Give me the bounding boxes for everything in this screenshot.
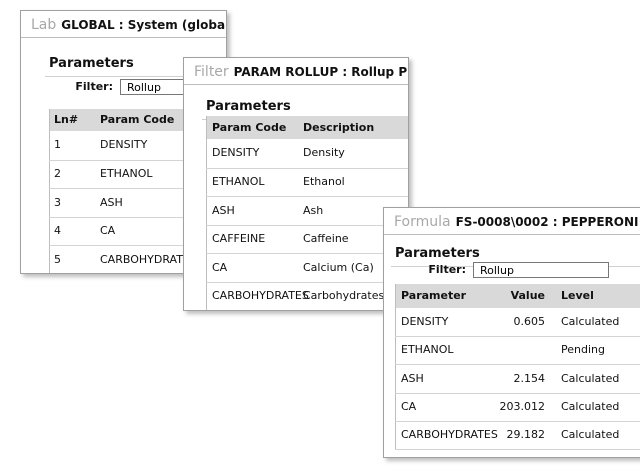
column-header: Description — [303, 120, 375, 134]
cell: Calculated — [561, 427, 620, 441]
column-header: Param Code — [212, 120, 287, 134]
cell: ASH — [212, 203, 235, 217]
title-row: Formula FS-0008\0002 : PEPPERONI P — [394, 212, 640, 231]
cell: DENSITY — [100, 138, 148, 152]
title-row: Lab GLOBAL : System (global) — [31, 15, 227, 34]
cell: CA — [401, 399, 417, 413]
cell: 1 — [54, 138, 61, 152]
section-rule — [45, 76, 226, 77]
cell: ASH — [100, 195, 123, 209]
cell: 0.605 — [513, 315, 546, 329]
cell: ASH — [401, 371, 424, 385]
cell: 5 — [54, 252, 61, 266]
cell: Calcium (Ca) — [303, 260, 374, 274]
table-header — [49, 109, 226, 131]
row-separator — [395, 392, 640, 394]
cell: DENSITY — [401, 315, 449, 329]
column-header: Ln# — [54, 113, 79, 126]
column-header: Level — [561, 289, 594, 302]
window-title: PARAM ROLLUP : Rollup P — [233, 65, 408, 79]
cell: Caffeine — [303, 232, 349, 246]
title-prefix: Formula — [394, 214, 451, 230]
window-title: FS-0008\0002 : PEPPERONI P — [455, 215, 640, 229]
row-separator — [206, 253, 408, 255]
cell: Calculated — [561, 399, 620, 413]
column-header: Param Code — [100, 113, 175, 126]
row-separator — [49, 159, 226, 161]
cell: Carbohydrates — [303, 289, 385, 303]
cell: DENSITY — [212, 146, 260, 160]
panel: Formula FS-0008\0002 : PEPPERONI P Paramet… — [383, 207, 640, 458]
window-title: GLOBAL : System (global) — [61, 18, 227, 32]
cell: CARBOHYDRATES — [100, 252, 197, 266]
row-separator — [206, 167, 408, 169]
column-header: Parameter — [401, 289, 467, 302]
row-separator — [49, 245, 226, 247]
cell: Pending — [561, 343, 605, 357]
table-border — [395, 284, 396, 449]
table-border — [206, 116, 207, 310]
cell: Density — [303, 146, 345, 160]
row-separator — [395, 449, 640, 450]
filter-label: Filter: — [75, 80, 113, 93]
cell: Ethanol — [303, 174, 345, 188]
section-title: Parameters — [49, 56, 134, 71]
cell: Calculated — [561, 315, 620, 329]
table-header — [395, 284, 640, 308]
cell: ETHANOL — [401, 343, 454, 357]
filter-label: Filter: — [428, 263, 466, 276]
section-title: Parameters — [206, 99, 291, 114]
cell: 2 — [54, 166, 61, 180]
title-prefix: Filter — [194, 64, 229, 80]
row-separator — [206, 196, 408, 198]
cell: 29.182 — [506, 427, 546, 441]
cell: CAFFEINE — [212, 232, 266, 246]
row-separator — [49, 188, 226, 190]
table-border — [49, 109, 50, 273]
cell: ETHANOL — [100, 166, 153, 180]
cell: Ash — [303, 203, 324, 217]
section-title: Parameters — [395, 246, 480, 261]
cell: ETHANOL — [212, 174, 265, 188]
cell: 4 — [54, 224, 61, 238]
title-prefix: Lab — [31, 17, 57, 33]
title-row: Filter PARAM ROLLUP : Rollup P — [194, 62, 407, 81]
row-separator — [206, 224, 408, 226]
table-header — [206, 116, 408, 139]
cell: 203.012 — [499, 399, 546, 413]
filter-input[interactable]: Rollup — [473, 262, 609, 278]
row-separator — [206, 282, 408, 283]
row-separator — [395, 336, 640, 338]
row-separator — [49, 216, 226, 218]
cell: CA — [212, 260, 228, 274]
row-separator — [395, 420, 640, 422]
title-bar — [184, 58, 408, 85]
title-bar — [384, 208, 640, 235]
cell: CARBOHYDRATES — [212, 289, 309, 303]
column-header: Value — [510, 289, 545, 302]
cell: CA — [100, 224, 116, 238]
title-bar — [21, 11, 226, 38]
cell: 2.154 — [513, 371, 546, 385]
cell: 3 — [54, 195, 61, 209]
cell: CARBOHYDRATES — [401, 427, 498, 441]
panel: Filter PARAM ROLLUP : Rollup P Parameters P… — [183, 57, 409, 311]
cell: Calculated — [561, 371, 620, 385]
row-separator — [395, 364, 640, 366]
